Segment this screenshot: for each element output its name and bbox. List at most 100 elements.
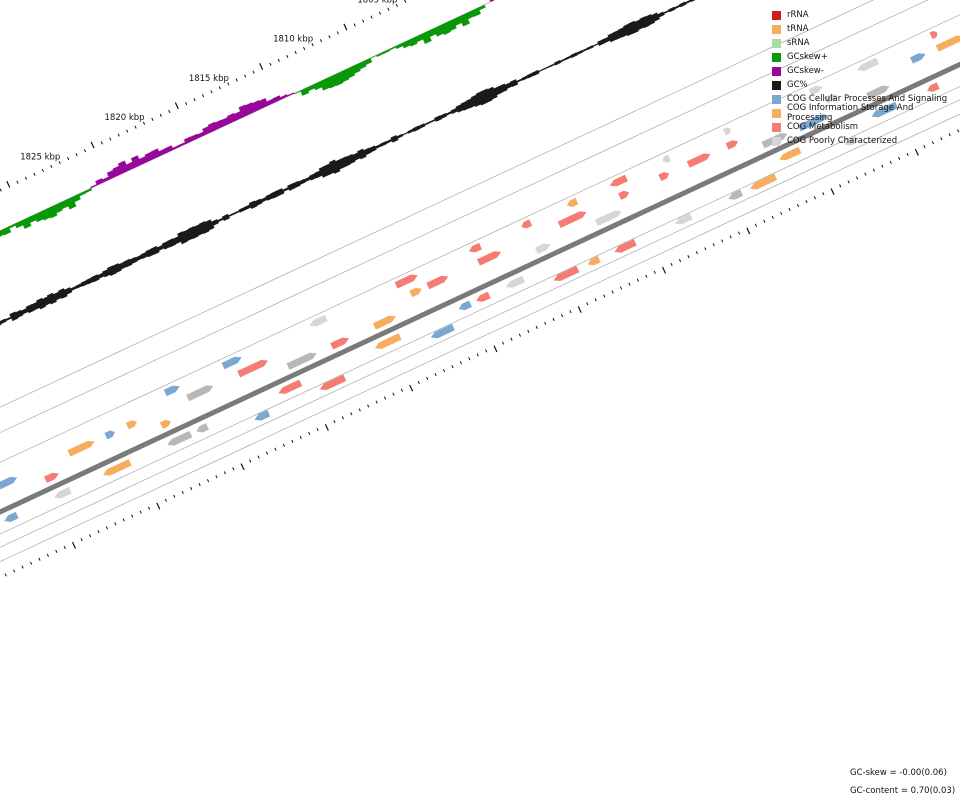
major-tick [914,148,919,156]
minor-tick [227,82,230,86]
legend-swatch [772,108,781,118]
legend-label: COG Cellular Processes And Signaling [787,94,948,104]
minor-tick [485,349,488,353]
gc-content-bar [516,78,523,83]
gc-content-bar [260,196,268,203]
minor-tick [235,78,238,82]
legend-item-trna: tRNA [772,22,960,36]
minor-tick [653,270,656,274]
gc-content-bar [221,213,230,221]
minor-tick [468,357,471,361]
minor-tick [367,404,370,408]
gc-skew-plus-bar [312,81,323,91]
gene-arrow-reverse [319,374,347,391]
minor-tick [362,19,365,23]
gene-arrow-forward [186,385,214,402]
minor-tick [881,164,884,168]
minor-tick [269,62,272,66]
minor-tick [395,3,398,7]
minor-tick [122,518,125,522]
minor-tick [358,408,361,412]
minor-tick [294,50,297,55]
legend-label: GCskew- [787,66,824,76]
gc-content-bar [434,115,442,122]
gc-skew-plus-bar [452,16,463,26]
major-tick [72,541,77,549]
gene-arrow-forward [159,419,171,429]
minor-tick [126,129,129,133]
gene-arrow-upper [929,30,938,40]
gc-statistics: GC-skew = -0.00(0.06) GC-content = 0.70(… [850,764,955,800]
minor-tick [252,70,255,74]
gc-content-bar [129,256,138,265]
track-line [0,86,960,535]
gc-skew-minus-bar [138,155,149,165]
minor-tick [55,549,58,553]
gc-skew-plus-bar [426,28,437,38]
gc-skew-minus-bar [95,178,104,186]
gene-arrow-upper [722,127,732,136]
gene-arrow-reverse [927,82,940,92]
gc-content-bar [368,145,377,153]
minor-tick [311,43,314,47]
gc-skew-plus-bar [58,199,69,210]
major-tick [662,266,667,274]
gene-arrow-forward [658,172,670,182]
minor-tick [173,494,176,498]
gc-skew-minus-bar [196,131,206,139]
minor-tick [50,164,53,169]
minor-tick [940,137,943,141]
minor-tick [206,479,210,483]
legend-swatch [772,66,781,76]
gene-arrow-forward [797,114,828,132]
gc-content-bar [363,147,372,156]
minor-tick [265,451,269,455]
gc-content-bar [374,143,382,150]
gene-arrow-reverse [505,275,525,288]
track-line [0,0,929,433]
gc-content-bar [532,69,540,76]
gc-content-bar [481,88,493,103]
gc-content-bar [548,63,556,68]
gene-arrow-forward [910,53,926,64]
major-tick [90,141,95,149]
gc-skew-plus-bar [357,60,367,70]
gene-arrow-reverse [728,189,744,200]
minor-tick [552,317,555,322]
legend-label: tRNA [787,24,809,34]
gene-arrow-reverse [587,255,601,266]
minor-tick [426,376,429,381]
major-tick [6,180,11,188]
gc-content-bar [86,277,94,285]
minor-tick [131,514,134,518]
gc-skew-plus-bar [407,37,418,47]
minor-tick [164,498,167,502]
gc-skew-minus-bar [214,119,225,130]
gc-skew-minus-bar [238,104,250,118]
gene-arrow-reverse [674,213,693,225]
gc-skew-plus-bar [414,34,424,43]
minor-tick [813,196,816,200]
gc-skew-minus-bar [106,169,117,180]
gc-content-bar [402,131,409,136]
gene-arrow-reverse [844,135,859,146]
gc-skew-plus-bar [65,197,77,210]
gc-skew-plus-bar [477,4,486,11]
gc-content-bar [228,212,235,218]
gene-arrow-forward [618,190,630,200]
gc-skew-minus-bar [158,148,168,156]
minor-tick [24,176,28,180]
minor-tick [695,251,698,255]
gc-content-bar [602,36,611,44]
minor-tick [839,184,842,188]
minor-tick [712,243,715,247]
gc-content-bar [292,180,301,189]
minor-tick [13,569,16,573]
gene-arrow-forward [935,35,960,52]
minor-tick [223,471,226,475]
gc-content-bar [270,190,280,199]
gc-content-bar [570,52,578,58]
gc-skew-minus-bar [172,144,180,150]
gc-content-bar [244,204,252,211]
gc-content-bar [470,94,482,108]
